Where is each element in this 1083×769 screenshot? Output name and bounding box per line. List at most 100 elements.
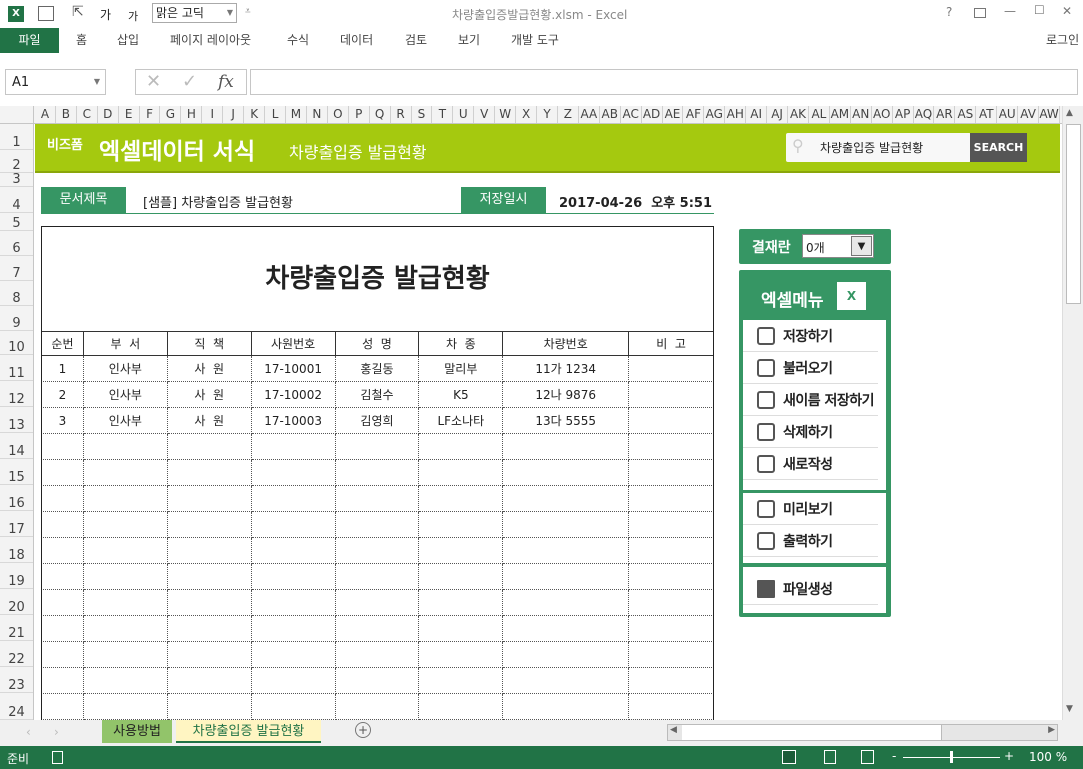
table-cell[interactable] [502, 693, 630, 720]
table-cell[interactable] [42, 537, 84, 564]
enter-icon[interactable]: ✓ [182, 71, 198, 92]
table-cell[interactable] [166, 615, 252, 642]
table-cell[interactable] [82, 615, 168, 642]
table-cell[interactable] [82, 589, 168, 616]
menu-item[interactable]: 출력하기 [743, 525, 878, 557]
formula-input[interactable] [250, 69, 1078, 95]
table-cell[interactable]: K5 [418, 381, 504, 408]
row-header[interactable]: 17 [0, 511, 33, 537]
column-header[interactable]: AF [683, 106, 705, 123]
vertical-scrollbar[interactable]: ▲ ▼ [1062, 106, 1083, 720]
zoom-out-button[interactable]: - [892, 749, 897, 763]
column-header[interactable]: AH [725, 106, 747, 123]
table-cell[interactable] [166, 693, 252, 720]
table-cell[interactable] [82, 511, 168, 538]
menu-item[interactable]: 새로작성 [743, 448, 878, 480]
tab-home[interactable]: 홈 [76, 33, 88, 47]
table-cell[interactable] [418, 641, 504, 668]
table-cell[interactable] [82, 641, 168, 668]
column-header[interactable]: D [98, 106, 119, 123]
table-cell[interactable]: 인사부 [82, 381, 168, 408]
column-header[interactable]: AO [872, 106, 893, 123]
table-cell[interactable]: LF소나타 [418, 407, 504, 434]
column-header[interactable]: AE [663, 106, 684, 123]
table-cell[interactable]: 17-10003 [250, 407, 336, 434]
menu-item[interactable]: 저장하기 [743, 320, 878, 352]
name-box[interactable]: A1 ▼ [5, 69, 106, 95]
column-header[interactable]: F [140, 106, 161, 123]
table-cell[interactable] [334, 511, 420, 538]
table-cell[interactable] [628, 485, 713, 512]
zoom-in-button[interactable]: + [1004, 749, 1015, 763]
tab-developer[interactable]: 개발 도구 [511, 33, 559, 47]
table-cell[interactable] [250, 433, 336, 460]
table-cell[interactable] [42, 667, 84, 694]
table-cell[interactable] [166, 667, 252, 694]
table-cell[interactable] [628, 433, 713, 460]
column-header[interactable]: AN [851, 106, 872, 123]
table-cell[interactable] [418, 511, 504, 538]
table-cell[interactable] [250, 459, 336, 486]
row-header[interactable]: 12 [0, 381, 33, 407]
font-shrink-icon[interactable]: 가 [128, 10, 139, 23]
table-cell[interactable] [166, 511, 252, 538]
table-cell[interactable]: 3 [42, 407, 84, 434]
table-cell[interactable] [628, 615, 713, 642]
table-cell[interactable] [628, 589, 713, 616]
table-cell[interactable] [502, 615, 630, 642]
column-header[interactable]: N [307, 106, 328, 123]
table-cell[interactable] [166, 459, 252, 486]
table-cell[interactable]: 2 [42, 381, 84, 408]
table-cell[interactable] [250, 641, 336, 668]
row-header[interactable]: 24 [0, 693, 33, 720]
table-cell[interactable] [628, 537, 713, 564]
row-header[interactable]: 23 [0, 667, 33, 693]
table-cell[interactable] [334, 459, 420, 486]
row-header[interactable]: 14 [0, 433, 33, 459]
table-cell[interactable] [166, 641, 252, 668]
table-cell[interactable] [418, 589, 504, 616]
column-header[interactable]: AT [976, 106, 998, 123]
h-scroll-thumb[interactable] [682, 725, 942, 740]
column-header[interactable]: Q [370, 106, 391, 123]
table-cell[interactable] [334, 615, 420, 642]
table-cell[interactable] [42, 693, 84, 720]
search-button[interactable]: SEARCH [970, 133, 1027, 162]
table-cell[interactable] [628, 407, 713, 434]
column-header[interactable]: Z [558, 106, 579, 123]
tab-insert[interactable]: 삽입 [117, 33, 140, 47]
table-cell[interactable] [502, 589, 630, 616]
table-cell[interactable] [502, 563, 630, 590]
table-cell[interactable] [250, 537, 336, 564]
scroll-thumb[interactable] [1066, 124, 1081, 304]
menu-item[interactable]: 새이름 저장하기 [743, 384, 878, 416]
menu-item[interactable]: 불러오기 [743, 352, 878, 384]
column-header[interactable]: AM [830, 106, 851, 123]
table-cell[interactable] [42, 459, 84, 486]
table-cell[interactable]: 12나 9876 [502, 381, 630, 408]
table-cell[interactable] [628, 381, 713, 408]
zoom-slider[interactable] [903, 751, 1000, 763]
table-cell[interactable] [502, 667, 630, 694]
table-cell[interactable] [82, 563, 168, 590]
column-header[interactable]: AQ [914, 106, 935, 123]
table-cell[interactable] [82, 433, 168, 460]
page-layout-view-icon[interactable] [824, 750, 836, 764]
search-box[interactable]: ⚲ 차량출입증 발급현황 [786, 133, 971, 162]
minimize-button[interactable]: — [1004, 4, 1016, 18]
row-header[interactable]: 20 [0, 589, 33, 615]
column-header[interactable]: W [495, 106, 517, 123]
table-cell[interactable]: 11가 1234 [502, 355, 630, 382]
table-cell[interactable] [334, 485, 420, 512]
table-cell[interactable] [334, 589, 420, 616]
table-cell[interactable]: 김철수 [334, 381, 420, 408]
table-cell[interactable]: 17-10001 [250, 355, 336, 382]
table-cell[interactable]: 인사부 [82, 355, 168, 382]
column-header[interactable]: E [119, 106, 140, 123]
row-header[interactable]: 3 [0, 173, 33, 187]
row-header[interactable]: 16 [0, 485, 33, 511]
column-header[interactable]: K [244, 106, 266, 123]
table-cell[interactable] [334, 433, 420, 460]
column-header[interactable]: AC [621, 106, 642, 123]
sheet-tab-usage[interactable]: 사용방법 [102, 720, 172, 743]
